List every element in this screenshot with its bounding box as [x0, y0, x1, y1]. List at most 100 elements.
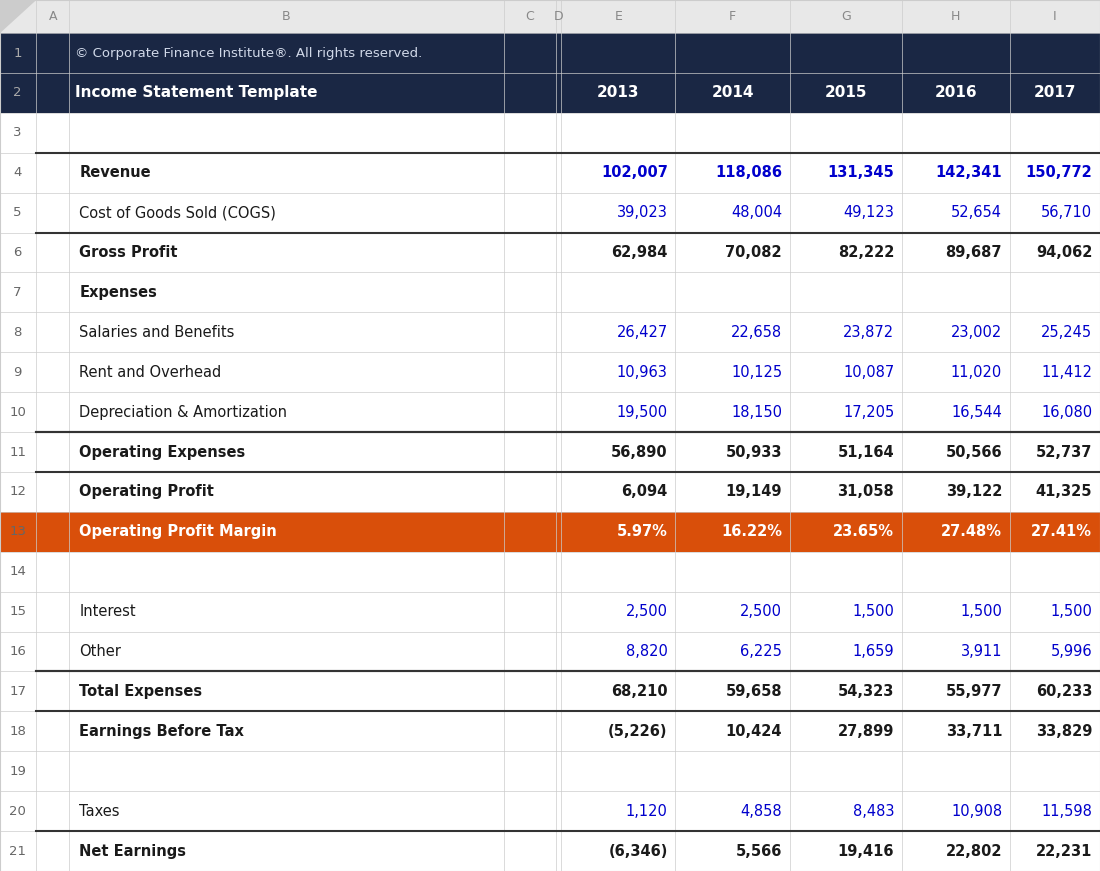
- Bar: [0, 152, 1100, 192]
- Text: 6,225: 6,225: [740, 644, 782, 659]
- Text: © Corporate Finance Institute®. All rights reserved.: © Corporate Finance Institute®. All righ…: [75, 46, 422, 59]
- Text: 56,890: 56,890: [612, 444, 668, 460]
- Text: Expenses: Expenses: [79, 285, 157, 300]
- Text: 16,544: 16,544: [952, 405, 1002, 420]
- Text: 17,205: 17,205: [843, 405, 894, 420]
- Text: 22,658: 22,658: [732, 325, 782, 340]
- Bar: [0, 712, 1100, 752]
- Text: 10,908: 10,908: [952, 804, 1002, 819]
- Text: 1,500: 1,500: [960, 604, 1002, 619]
- Polygon shape: [0, 0, 36, 33]
- Text: 19,500: 19,500: [617, 405, 668, 420]
- Text: 10,087: 10,087: [843, 365, 894, 380]
- Text: Operating Profit: Operating Profit: [79, 484, 214, 499]
- Bar: [0, 392, 1100, 432]
- Text: 9: 9: [13, 366, 22, 379]
- Text: 94,062: 94,062: [1036, 245, 1092, 260]
- Text: 1: 1: [13, 46, 22, 59]
- Text: Other: Other: [79, 644, 121, 659]
- Text: 1,500: 1,500: [852, 604, 894, 619]
- Bar: [0, 113, 1100, 152]
- Bar: [0, 752, 1100, 791]
- Text: 50,566: 50,566: [946, 444, 1002, 460]
- Text: 102,007: 102,007: [601, 165, 668, 180]
- Text: 62,984: 62,984: [612, 245, 668, 260]
- Text: Operating Profit Margin: Operating Profit Margin: [79, 524, 277, 539]
- Text: Gross Profit: Gross Profit: [79, 245, 178, 260]
- Text: I: I: [1053, 10, 1057, 23]
- Text: 11,598: 11,598: [1042, 804, 1092, 819]
- Text: 16.22%: 16.22%: [722, 524, 782, 539]
- Text: B: B: [283, 10, 290, 23]
- Text: 6: 6: [13, 246, 22, 259]
- Text: 19,149: 19,149: [726, 484, 782, 499]
- Text: 48,004: 48,004: [732, 206, 782, 220]
- Text: 39,122: 39,122: [946, 484, 1002, 499]
- Text: 2: 2: [13, 86, 22, 99]
- Text: 41,325: 41,325: [1036, 484, 1092, 499]
- Bar: [0, 33, 1100, 73]
- Text: 11: 11: [9, 446, 26, 458]
- Text: 10,424: 10,424: [726, 724, 782, 739]
- Text: 89,687: 89,687: [946, 245, 1002, 260]
- Text: 25,245: 25,245: [1042, 325, 1092, 340]
- Text: 2014: 2014: [712, 85, 754, 100]
- Text: 11,020: 11,020: [950, 365, 1002, 380]
- Text: 118,086: 118,086: [715, 165, 782, 180]
- Text: 54,323: 54,323: [838, 684, 894, 699]
- Text: 27,899: 27,899: [838, 724, 894, 739]
- Text: 1,120: 1,120: [626, 804, 668, 819]
- Text: 2,500: 2,500: [626, 604, 668, 619]
- Text: 23.65%: 23.65%: [834, 524, 894, 539]
- Text: 59,658: 59,658: [726, 684, 782, 699]
- Text: (6,346): (6,346): [608, 843, 668, 859]
- Bar: [0, 0, 1100, 33]
- Text: Income Statement Template: Income Statement Template: [75, 85, 317, 100]
- Text: 150,772: 150,772: [1025, 165, 1092, 180]
- Bar: [0, 233, 1100, 273]
- Text: 22,231: 22,231: [1036, 843, 1092, 859]
- Text: 19: 19: [9, 765, 26, 778]
- Bar: [0, 432, 1100, 472]
- Text: 16,080: 16,080: [1042, 405, 1092, 420]
- Text: 10,963: 10,963: [617, 365, 668, 380]
- Text: 2,500: 2,500: [740, 604, 782, 619]
- Text: Taxes: Taxes: [79, 804, 120, 819]
- Bar: [0, 591, 1100, 631]
- Text: 70,082: 70,082: [726, 245, 782, 260]
- Text: Net Earnings: Net Earnings: [79, 843, 186, 859]
- Text: Operating Expenses: Operating Expenses: [79, 444, 245, 460]
- Text: 39,023: 39,023: [617, 206, 668, 220]
- Text: 82,222: 82,222: [838, 245, 894, 260]
- Text: 8,820: 8,820: [626, 644, 668, 659]
- Text: 2017: 2017: [1034, 85, 1076, 100]
- Bar: [0, 631, 1100, 672]
- Text: 6,094: 6,094: [621, 484, 668, 499]
- Text: 17: 17: [9, 685, 26, 698]
- Text: 19,416: 19,416: [838, 843, 894, 859]
- Text: 23,002: 23,002: [950, 325, 1002, 340]
- Text: 131,345: 131,345: [827, 165, 894, 180]
- Text: 2013: 2013: [597, 85, 639, 100]
- Text: F: F: [729, 10, 736, 23]
- Text: 5,566: 5,566: [736, 843, 782, 859]
- Text: 12: 12: [9, 485, 26, 498]
- Text: 14: 14: [9, 565, 26, 578]
- Text: 4,858: 4,858: [740, 804, 782, 819]
- Bar: [0, 192, 1100, 233]
- Text: 23,872: 23,872: [844, 325, 894, 340]
- Text: Rent and Overhead: Rent and Overhead: [79, 365, 221, 380]
- Text: 26,427: 26,427: [616, 325, 668, 340]
- Text: 3: 3: [13, 126, 22, 139]
- Text: Revenue: Revenue: [79, 165, 151, 180]
- Text: 7: 7: [13, 286, 22, 299]
- Text: 10,125: 10,125: [732, 365, 782, 380]
- Text: 16: 16: [9, 645, 26, 658]
- Bar: [0, 313, 1100, 352]
- Text: 56,710: 56,710: [1042, 206, 1092, 220]
- Text: 33,829: 33,829: [1036, 724, 1092, 739]
- Text: H: H: [952, 10, 960, 23]
- Text: 50,933: 50,933: [726, 444, 782, 460]
- Text: G: G: [842, 10, 850, 23]
- Text: 18: 18: [9, 725, 26, 738]
